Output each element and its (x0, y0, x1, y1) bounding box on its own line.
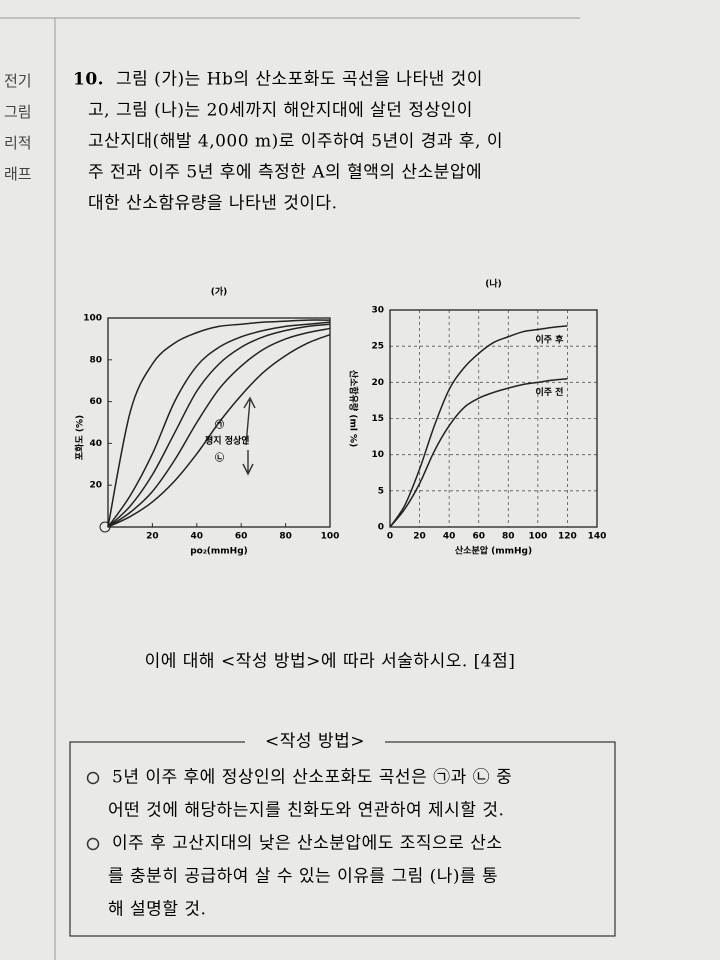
y-tick-label: 40 (89, 439, 102, 449)
arrow-up (243, 396, 256, 446)
question-line: 고산지대(해발 4,000 m)로 이주하여 5년이 경과 후, 이 (88, 132, 503, 152)
x-tick-label: 40 (443, 532, 456, 542)
arrow-down (242, 450, 254, 476)
chart-title: (가) (211, 286, 228, 298)
y-axis-label: 산소함유량 (ml %) (348, 370, 360, 447)
x-tick-label: 80 (279, 532, 292, 542)
x-tick-label: 80 (502, 532, 515, 542)
y-tick-label: 100 (83, 314, 102, 324)
x-tick-label: 60 (235, 532, 248, 542)
question-line: 그림 (가)는 Hb의 산소포화도 곡선을 나타낸 것이 (116, 70, 483, 90)
x-tick-label: 20 (146, 532, 159, 542)
method-line: 를 충분히 공급하여 살 수 있는 이유를 그림 (나)를 통 (108, 867, 498, 887)
method-line: 어떤 것에 해당하는지를 친화도와 연관하여 제시할 것. (108, 801, 504, 821)
question-line: 주 전과 이주 5년 후에 측정한 A의 혈액의 산소분압에 (88, 163, 482, 183)
chart-title: (나) (485, 278, 502, 290)
x-axis-label: po₂(mmHg) (190, 547, 248, 557)
margin-text: 그림 (4, 103, 32, 121)
x-tick-label: 120 (558, 532, 577, 542)
instruction: 이에 대해 <작성 방법>에 따라 서술하시오. [4점] (145, 652, 516, 672)
method-line: 5년 이주 후에 정상인의 산소포화도 곡선은 ㉠과 ㉡ 중 (112, 768, 512, 788)
method-line: 해 설명할 것. (108, 900, 206, 920)
y-tick-label: 80 (89, 355, 102, 365)
curve (389, 377, 568, 528)
method-title-bg (245, 732, 385, 752)
y-tick-label: 20 (89, 481, 102, 491)
curve (107, 323, 331, 528)
x-axis-label: 산소분압 (mmHg) (455, 545, 532, 557)
bullet (86, 837, 100, 851)
method-title: <작성 방법> (265, 732, 365, 752)
origin-circle (99, 521, 111, 533)
x-tick-label: 100 (528, 532, 547, 542)
question-number: 10. (73, 70, 104, 90)
y-tick-label: 30 (371, 306, 384, 316)
x-tick-label: 20 (413, 532, 426, 542)
series-label: 이주 후 (535, 333, 564, 345)
curve (107, 319, 331, 528)
x-tick-label: 0 (387, 532, 393, 542)
y-tick-label: 15 (371, 414, 384, 424)
annotation: ㉠ (215, 419, 224, 431)
y-tick-label: 0 (378, 523, 384, 533)
y-tick-label: 60 (89, 397, 102, 407)
y-tick-label: 10 (371, 450, 384, 460)
annotation: 평지 정상인 (205, 435, 250, 447)
margin-text: 리적 (4, 134, 32, 152)
annotation: ㉡ (215, 452, 224, 464)
question-line: 고, 그림 (나)는 20세까지 해안지대에 살던 정상인이 (88, 101, 473, 121)
y-tick-label: 20 (371, 378, 384, 388)
plot-frame (107, 317, 331, 528)
curve (107, 321, 331, 528)
curve (107, 327, 331, 528)
curve (107, 334, 331, 528)
margin-text: 래프 (4, 165, 32, 183)
x-tick-label: 100 (321, 532, 340, 542)
series-label: 이주 전 (535, 386, 563, 398)
plot-frame (389, 309, 598, 528)
x-tick-label: 40 (191, 532, 204, 542)
x-tick-label: 140 (588, 532, 607, 542)
margin-text: 전기 (4, 72, 32, 90)
y-axis-label: 포화도 (%) (74, 415, 86, 460)
curve (389, 325, 568, 528)
y-tick-label: 5 (378, 486, 384, 496)
bullet (86, 771, 100, 785)
question-line: 대한 산소함유량을 나타낸 것이다. (88, 194, 338, 214)
x-tick-label: 60 (472, 532, 485, 542)
method-line: 이주 후 고산지대의 낮은 산소분압에도 조직으로 산소 (112, 834, 503, 854)
y-tick-label: 25 (371, 342, 384, 352)
